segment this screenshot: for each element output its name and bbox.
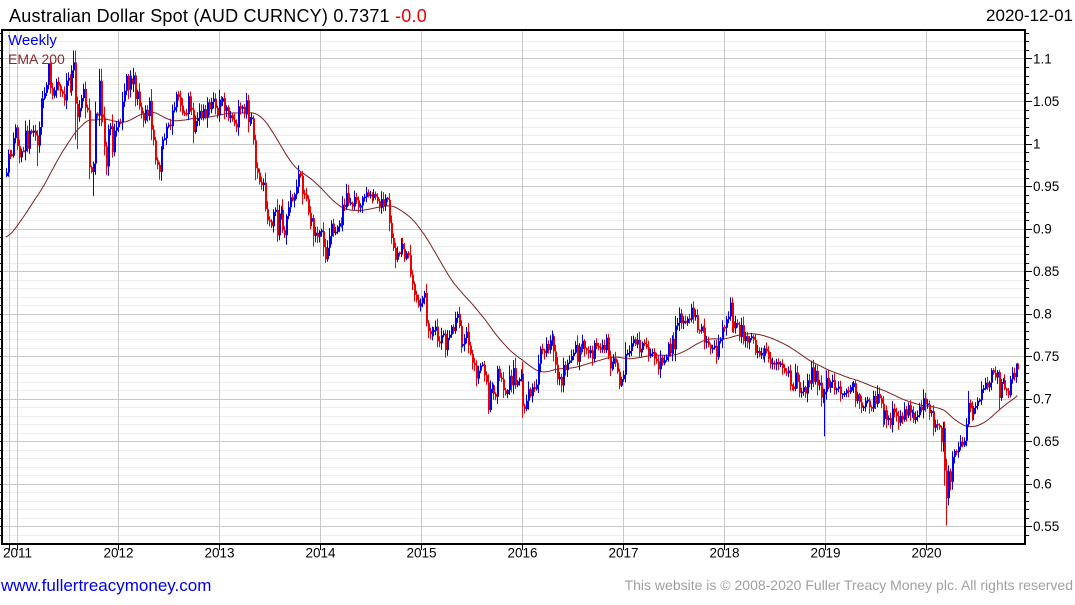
svg-text:0.65: 0.65: [1033, 434, 1059, 449]
svg-text:0.55: 0.55: [1033, 519, 1059, 534]
svg-text:2013: 2013: [204, 546, 234, 561]
svg-text:0.8: 0.8: [1033, 307, 1052, 322]
svg-text:0.85: 0.85: [1033, 264, 1059, 279]
svg-text:0.6: 0.6: [1033, 477, 1052, 492]
svg-text:Australian Dollar Spot (AUD CU: Australian Dollar Spot (AUD CURNCY) 0.73…: [9, 6, 427, 26]
svg-text:www.fullertreacymoney.com: www.fullertreacymoney.com: [0, 576, 211, 595]
svg-text:2016: 2016: [507, 546, 537, 561]
svg-text:2019: 2019: [810, 546, 840, 561]
svg-text:EMA 200: EMA 200: [8, 51, 65, 67]
svg-text:2018: 2018: [709, 546, 739, 561]
svg-text:2011: 2011: [3, 546, 32, 561]
svg-text:2014: 2014: [305, 546, 336, 561]
svg-text:2017: 2017: [608, 546, 638, 561]
svg-text:0.95: 0.95: [1033, 179, 1059, 194]
svg-text:2012: 2012: [103, 546, 133, 561]
svg-text:1.1: 1.1: [1033, 52, 1052, 67]
svg-text:0.7: 0.7: [1033, 392, 1052, 407]
svg-text:0.9: 0.9: [1033, 222, 1052, 237]
svg-text:1: 1: [1033, 137, 1041, 152]
svg-text:2020-12-01: 2020-12-01: [986, 6, 1073, 25]
svg-text:1.05: 1.05: [1033, 94, 1059, 109]
svg-text:This website is © 2008-2020 Fu: This website is © 2008-2020 Fuller Treac…: [625, 577, 1073, 593]
svg-text:2020: 2020: [911, 546, 941, 561]
svg-text:Weekly: Weekly: [8, 32, 57, 49]
svg-text:2015: 2015: [406, 546, 436, 561]
svg-text:0.75: 0.75: [1033, 349, 1059, 364]
